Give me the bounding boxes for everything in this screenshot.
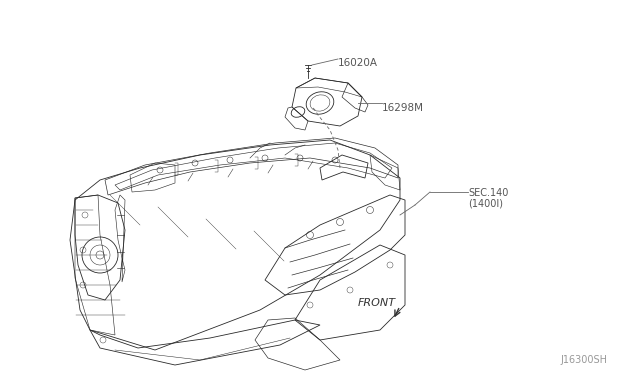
Text: J16300SH: J16300SH	[560, 355, 607, 365]
Text: SEC.140: SEC.140	[468, 188, 508, 198]
Text: (1400I): (1400I)	[468, 198, 503, 208]
Text: FRONT: FRONT	[358, 298, 396, 308]
Text: 16298M: 16298M	[382, 103, 424, 113]
Text: 16020A: 16020A	[338, 58, 378, 68]
